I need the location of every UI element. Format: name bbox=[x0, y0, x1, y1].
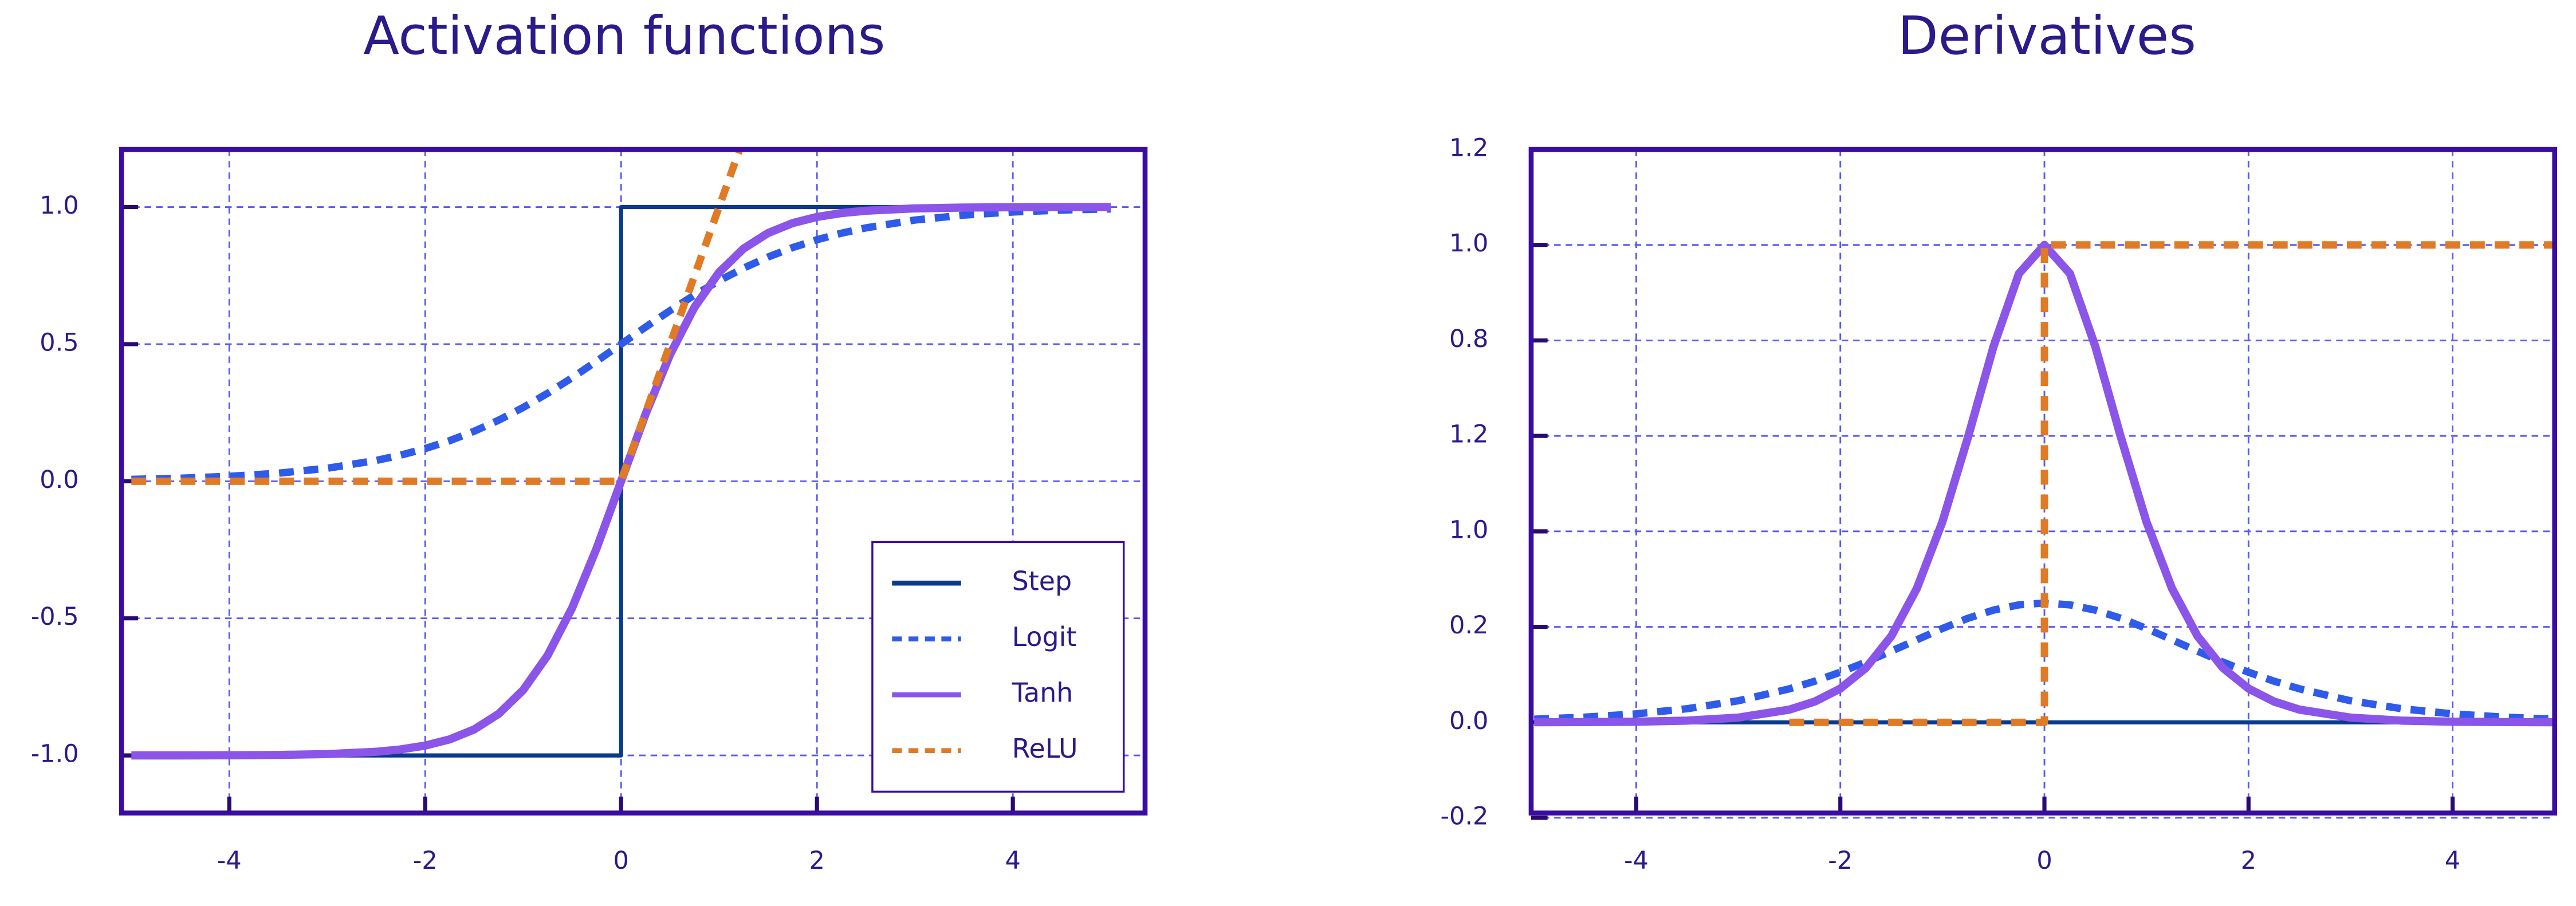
legend-box bbox=[871, 541, 1125, 793]
legend-label: Logit bbox=[1012, 621, 1077, 652]
x-tick-label: 0 bbox=[613, 846, 629, 875]
x-tick-label: -4 bbox=[217, 846, 242, 875]
y-tick-label: 1.2 bbox=[1449, 133, 1488, 162]
x-tick-label: 2 bbox=[2241, 846, 2256, 875]
y-tick-label: 0.0 bbox=[40, 466, 78, 494]
x-tick-label: 4 bbox=[1005, 846, 1020, 875]
x-tick-label: 0 bbox=[2036, 846, 2052, 875]
chart-title: Derivatives bbox=[1898, 5, 2196, 66]
plot-lines bbox=[131, 149, 1111, 760]
series-line bbox=[1534, 241, 2555, 727]
plot-frame bbox=[119, 147, 1148, 816]
y-tick-label: 0.0 bbox=[1449, 707, 1488, 735]
chart: Activation functions -1.0 -0.5 0.0 0.5 1.0 -4 -… bbox=[31, 5, 1148, 875]
chart-title: Activation functions bbox=[363, 5, 885, 66]
x-tick-label: 4 bbox=[2445, 846, 2460, 875]
plot-lines bbox=[1534, 241, 2555, 727]
y-tick-label: 1.2 bbox=[1449, 420, 1488, 449]
x-tick-label: -2 bbox=[1828, 846, 1853, 875]
y-tick-label: 1.0 bbox=[1449, 515, 1488, 544]
y-tick-label: 1.0 bbox=[1449, 229, 1488, 258]
chart: Derivatives -0.2 0.0 0.2 1.0 1.2 0.8 1.0 1.2 -4 -2… bbox=[1440, 5, 2558, 875]
y-tick-label: -0.5 bbox=[31, 602, 79, 631]
y-tick-label: 0.8 bbox=[1449, 325, 1488, 353]
series-line bbox=[131, 205, 1111, 483]
legend-label: Tanh bbox=[1012, 677, 1073, 708]
y-tick-label: -1.0 bbox=[31, 740, 79, 769]
x-tick-label: -2 bbox=[413, 846, 438, 875]
series-line bbox=[1789, 241, 2555, 726]
y-tick-label: 1.0 bbox=[40, 191, 78, 220]
y-tick-label: -0.2 bbox=[1440, 802, 1488, 830]
y-tick-label: 0.5 bbox=[40, 328, 78, 357]
x-tick-label: -4 bbox=[1624, 846, 1649, 875]
y-tick-label: 0.2 bbox=[1449, 611, 1488, 640]
series-line bbox=[131, 203, 1111, 760]
plot-frame bbox=[1528, 147, 2558, 816]
legend: Step Logit Tanh ReLU bbox=[871, 541, 1125, 793]
legend-label: Step bbox=[1012, 566, 1072, 597]
x-tick-label: 2 bbox=[809, 846, 825, 875]
legend-label: ReLU bbox=[1012, 733, 1078, 764]
